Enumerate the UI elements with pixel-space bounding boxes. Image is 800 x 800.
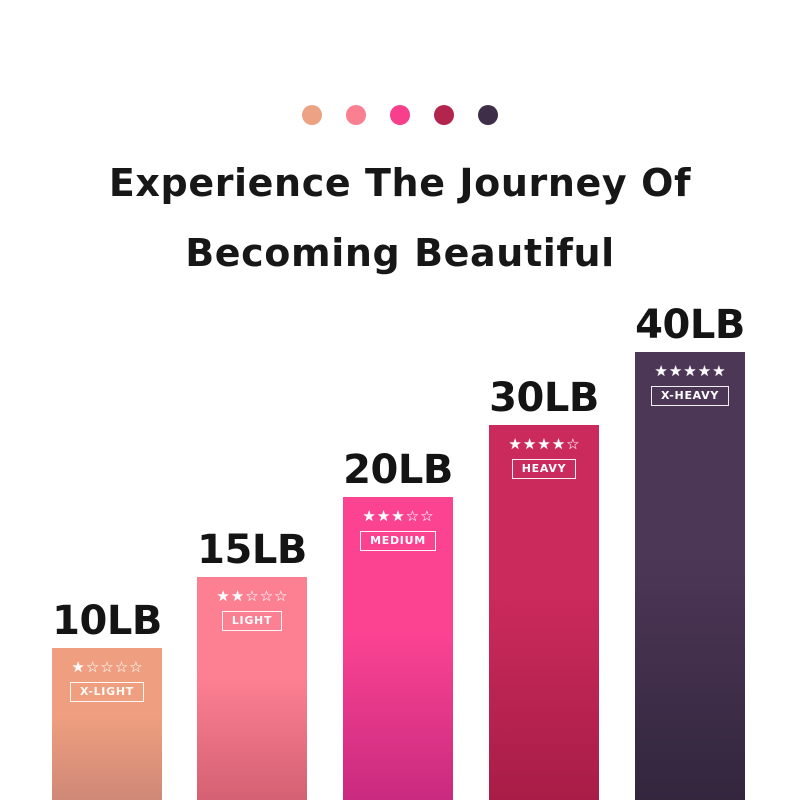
bar-group[interactable]: 15LB ★ ★ ☆ ☆ ☆ LIGHT [197,519,307,800]
star-filled-icon: ★ [508,435,522,453]
bar-group[interactable]: 10LB ★ ☆ ☆ ☆ ☆ X-LIGHT [52,590,162,800]
bar-rect[interactable]: ★ ☆ ☆ ☆ ☆ X-LIGHT [52,648,162,800]
rating-stars: ★ ★ ☆ ☆ ☆ [216,589,287,604]
star-empty-icon: ☆ [245,587,259,605]
rating-stars: ★ ☆ ☆ ☆ ☆ [71,660,142,675]
bar-overlay: ★ ☆ ☆ ☆ ☆ X-LIGHT [52,660,162,702]
bar-weight-label: 10LB [52,598,162,644]
star-filled-icon: ★ [391,507,405,525]
page-title-line-1: Experience The Journey Of [108,161,692,205]
star-empty-icon: ☆ [420,507,434,525]
bar-weight-label: 20LB [343,447,453,493]
resistance-level-badge: HEAVY [511,459,577,479]
bar-group[interactable]: 40LB ★ ★ ★ ★ ★ X-HEAVY [635,294,745,800]
star-filled-icon: ★ [668,362,683,380]
bar-rect[interactable]: ★ ★ ☆ ☆ ☆ LIGHT [197,577,307,800]
star-filled-icon: ★ [376,507,391,525]
star-filled-icon: ★ [683,362,697,380]
star-filled-icon: ★ [537,435,551,453]
dot-x-heavy [478,105,498,125]
dot-x-light [302,105,322,125]
resistance-level-badge: X-LIGHT [70,682,144,702]
star-filled-icon: ★ [522,435,537,453]
star-filled-icon: ★ [712,362,726,380]
page-title: Experience The Journey Of Becoming Beaut… [0,148,800,288]
bar-rect[interactable]: ★ ★ ★ ★ ☆ HEAVY [489,425,599,800]
bar-group[interactable]: 20LB ★ ★ ★ ☆ ☆ MEDIUM [343,439,453,800]
color-swatch-row [0,105,800,125]
bar-overlay: ★ ★ ★ ★ ☆ HEAVY [489,437,599,479]
star-filled-icon: ★ [654,362,668,380]
star-empty-icon: ☆ [129,658,143,676]
dot-heavy [434,105,454,125]
star-empty-icon: ☆ [100,658,114,676]
star-empty-icon: ☆ [566,435,580,453]
resistance-level-badge: MEDIUM [360,531,436,551]
resistance-level-badge: X-HEAVY [650,386,729,406]
star-filled-icon: ★ [216,587,230,605]
star-filled-icon: ★ [697,362,712,380]
star-filled-icon: ★ [362,507,376,525]
rating-stars: ★ ★ ★ ★ ☆ [508,437,579,452]
bar-weight-label: 15LB [197,527,307,573]
dot-light [346,105,366,125]
bar-weight-label: 30LB [489,375,599,421]
star-filled-icon: ★ [551,435,566,453]
bar-rect[interactable]: ★ ★ ★ ☆ ☆ MEDIUM [343,497,453,800]
resistance-level-badge: LIGHT [221,611,283,631]
star-empty-icon: ☆ [85,658,100,676]
rating-stars: ★ ★ ★ ★ ★ [654,364,725,379]
page-title-line-2: Becoming Beautiful [185,231,615,275]
rating-stars: ★ ★ ★ ☆ ☆ [362,509,433,524]
star-filled-icon: ★ [230,587,245,605]
star-empty-icon: ☆ [259,587,274,605]
bar-overlay: ★ ★ ★ ★ ★ X-HEAVY [635,364,745,406]
bar-weight-label: 40LB [635,302,745,348]
bar-overlay: ★ ★ ☆ ☆ ☆ LIGHT [197,589,307,631]
bar-rect[interactable]: ★ ★ ★ ★ ★ X-HEAVY [635,352,745,800]
star-empty-icon: ☆ [274,587,288,605]
star-empty-icon: ☆ [405,507,420,525]
star-filled-icon: ★ [71,658,85,676]
bar-group[interactable]: 30LB ★ ★ ★ ★ ☆ HEAVY [489,367,599,800]
dot-medium [390,105,410,125]
star-empty-icon: ☆ [114,658,129,676]
bar-overlay: ★ ★ ★ ☆ ☆ MEDIUM [343,509,453,551]
